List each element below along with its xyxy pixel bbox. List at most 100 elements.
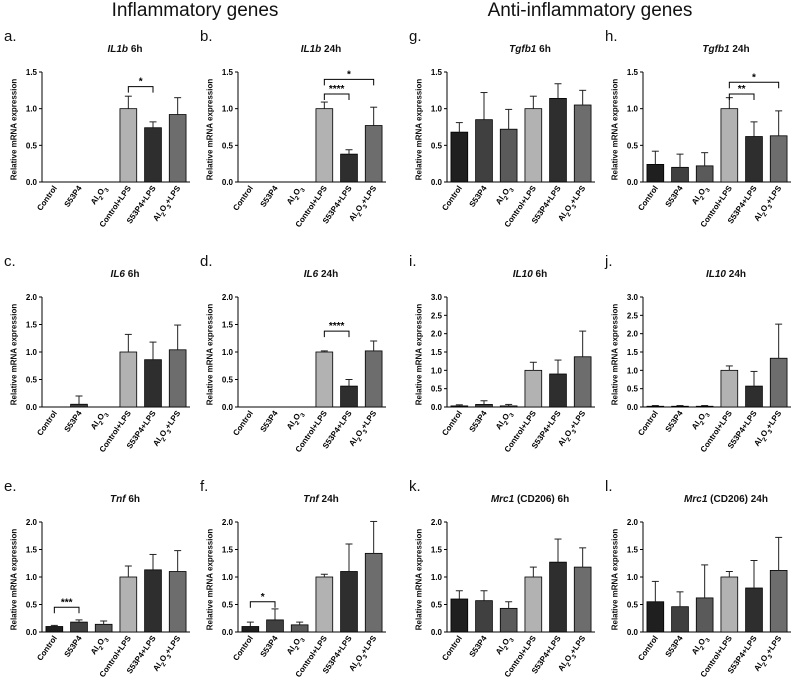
bar-control xyxy=(646,405,665,408)
bar-control xyxy=(646,163,665,183)
bar-s53p4 xyxy=(475,600,493,633)
y-axis-label: Relative mRNA expression xyxy=(205,303,215,406)
timepoint: 6h xyxy=(128,44,143,55)
y-tick-label: 2.0 xyxy=(222,518,234,527)
y-tick-label: 1.0 xyxy=(222,105,234,114)
y-tick-label: 0.5 xyxy=(222,601,234,610)
y-tick-label: 0.0 xyxy=(26,628,38,637)
panel-letter: a. xyxy=(4,28,17,45)
y-tick-label: 0.0 xyxy=(627,628,639,637)
y-tick-label: 2.0 xyxy=(627,518,639,527)
bar-al2o3-lps xyxy=(769,357,788,408)
bar-s53p4 xyxy=(671,405,689,408)
timepoint: 24h xyxy=(318,269,339,280)
bar-s53p4-lps xyxy=(745,385,763,408)
chart-title: Tgfb1 24h xyxy=(661,44,791,55)
bar-al2o3-lps xyxy=(168,571,187,633)
y-axis-label: Relative mRNA expression xyxy=(9,528,19,631)
y-tick-label: 1.0 xyxy=(431,366,443,375)
y-tick-label: 2.0 xyxy=(431,518,443,527)
bar-s53p4 xyxy=(671,606,689,633)
significance-label: * xyxy=(261,592,265,603)
significance-bracket: **** xyxy=(323,84,350,100)
bar-al2o3-lps xyxy=(573,104,592,183)
y-tick-label: 0.0 xyxy=(222,178,234,187)
y-axis-label: Relative mRNA expression xyxy=(9,78,19,181)
x-tick-label: Control xyxy=(35,409,59,437)
y-tick-label: 1.5 xyxy=(431,348,443,357)
chart-panel-g: 0.0 0.5 1.0 1.5 Control S53P4 Al2O3 Control+LPS… xyxy=(405,28,601,250)
significance-label: * xyxy=(139,77,143,88)
significance-label: **** xyxy=(329,84,345,95)
y-tick-label: 0.5 xyxy=(222,141,234,150)
y-tick-label: 0.5 xyxy=(627,385,639,394)
x-tick-label: Control xyxy=(440,634,464,662)
anti-inflammatory-genes-title: Anti-inflammatory genes xyxy=(487,0,693,21)
bar-control-lps xyxy=(315,351,334,408)
panel-letter: e. xyxy=(4,478,17,495)
chart-title: IL10 24h xyxy=(661,269,791,280)
x-tick-label: S53P4 xyxy=(467,184,488,209)
x-tick-label: Control xyxy=(440,409,464,437)
bar-s53p4 xyxy=(70,621,88,633)
bar-s53p4 xyxy=(475,404,493,408)
bar-control-lps xyxy=(720,369,739,408)
chart-title: IL10 6h xyxy=(465,269,595,280)
y-tick-label: 2.0 xyxy=(26,518,38,527)
x-tick-label: Control xyxy=(440,184,464,212)
bracket-line xyxy=(728,93,755,100)
x-tick-label: Control xyxy=(636,409,660,437)
x-tick-label: Al2O3 xyxy=(89,408,111,433)
chart-title: Mrc1 (CD206) 24h xyxy=(661,494,791,505)
bar-control-lps xyxy=(315,108,334,183)
bar-s53p4-lps xyxy=(144,127,162,183)
significance-bracket: * xyxy=(249,592,276,608)
bar-s53p4-lps xyxy=(549,373,567,408)
bar-s53p4-lps xyxy=(745,587,763,633)
bar-al2o3 xyxy=(695,165,714,183)
bar-al2o3-lps xyxy=(168,114,187,183)
y-tick-label: 2.5 xyxy=(431,311,443,320)
x-tick-label: Al2O3 xyxy=(690,633,712,658)
x-tick-label: Control xyxy=(35,184,59,212)
bar-s53p4 xyxy=(475,119,493,183)
gene-name: Tnf xyxy=(303,494,319,505)
bracket-line xyxy=(249,601,276,608)
bar-al2o3-lps xyxy=(769,570,788,633)
bar-al2o3-lps xyxy=(769,135,788,183)
bracket-line xyxy=(53,606,80,614)
y-axis-label: Relative mRNA expression xyxy=(610,303,620,406)
panel-letter: h. xyxy=(605,28,618,45)
y-tick-label: 1.0 xyxy=(431,573,443,582)
y-tick-label: 0.0 xyxy=(222,403,234,412)
bar-s53p4-lps xyxy=(549,561,567,633)
panel-letter: k. xyxy=(409,478,421,495)
chart-panel-f: 0.0 0.5 1.0 1.5 2.0 Control S53P4 Al2O3 Control+… xyxy=(196,478,392,700)
chart-panel-a: 0.0 0.5 1.0 1.5 Control S53P4 Al2O3 Control+LPS… xyxy=(0,28,196,250)
timepoint: 24h xyxy=(729,44,750,55)
chart-panel-i: 0.0 0.5 1.0 1.5 2.0 2.5 3.0 Control S53P4 Al2O3 Co… xyxy=(405,253,601,475)
bar-al2o3 xyxy=(94,623,113,633)
y-tick-label: 0.5 xyxy=(26,601,38,610)
x-tick-label: S53P4 xyxy=(62,184,83,209)
y-tick-label: 0.0 xyxy=(627,178,639,187)
gene-name: Tgfb1 xyxy=(509,44,537,55)
bar-al2o3 xyxy=(695,597,714,633)
significance-label: ** xyxy=(738,84,746,95)
bar-s53p4-lps xyxy=(745,136,763,183)
gene-name: IL6 xyxy=(110,269,125,280)
x-tick-label: Al2O3 xyxy=(89,183,111,208)
bar-control-lps xyxy=(524,108,543,183)
x-tick-label: Al2O3 xyxy=(494,633,516,658)
panel-letter: i. xyxy=(409,253,417,270)
y-tick-label: 0.0 xyxy=(431,628,443,637)
y-tick-label: 1.0 xyxy=(627,366,639,375)
bar-s53p4 xyxy=(671,166,689,183)
bar-control xyxy=(646,601,665,633)
x-tick-label: S53P4 xyxy=(62,409,83,434)
y-tick-label: 3.0 xyxy=(431,293,443,302)
